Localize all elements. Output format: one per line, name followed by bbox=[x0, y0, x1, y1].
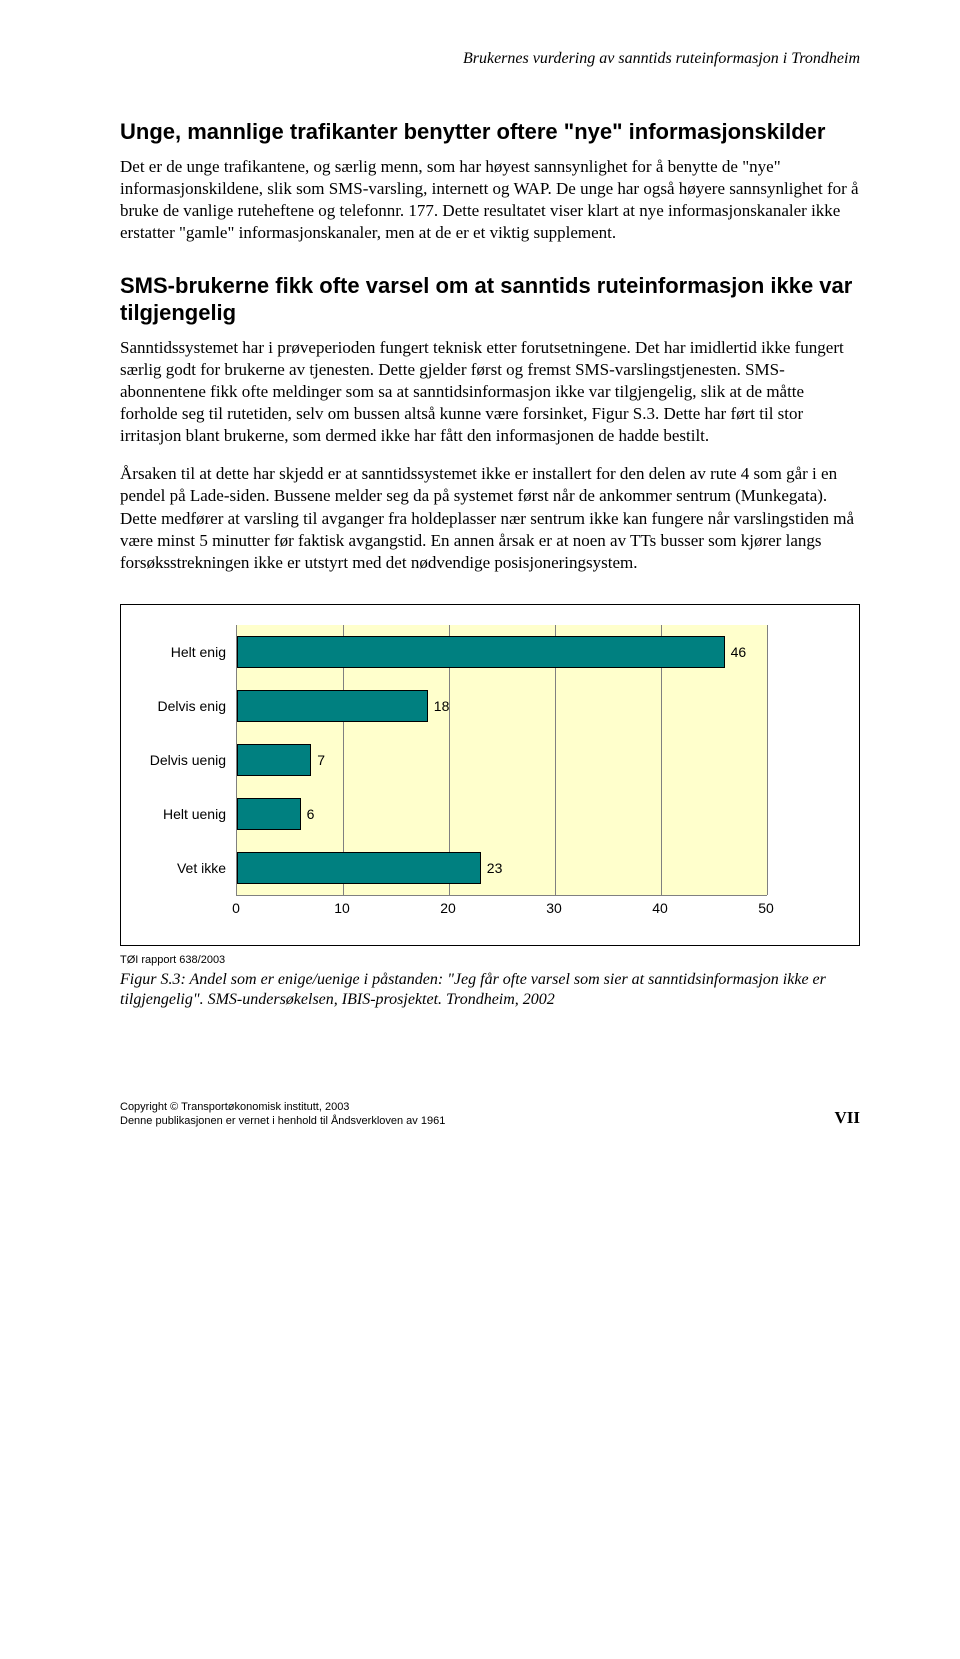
footer-left: Copyright © Transportøkonomisk institutt… bbox=[120, 1100, 445, 1129]
chart-bar-value: 18 bbox=[434, 698, 450, 714]
chart-category-label: Delvis enig bbox=[136, 698, 226, 714]
chart-x-tick: 20 bbox=[433, 900, 463, 916]
footer-page-number: VII bbox=[834, 1108, 860, 1128]
section1-paragraph: Det er de unge trafikantene, og særlig m… bbox=[120, 156, 860, 244]
chart-x-tick: 0 bbox=[221, 900, 251, 916]
section2-heading: SMS-brukerne fikk ofte varsel om at sann… bbox=[120, 272, 860, 327]
chart-x-tick: 30 bbox=[539, 900, 569, 916]
section2-paragraph1: Sanntidssystemet har i prøveperioden fun… bbox=[120, 337, 860, 447]
chart-category-label: Helt enig bbox=[136, 644, 226, 660]
chart-gridline bbox=[767, 625, 768, 895]
chart-x-tick: 10 bbox=[327, 900, 357, 916]
chart-category-label: Delvis uenig bbox=[136, 752, 226, 768]
chart-bar bbox=[237, 798, 301, 830]
chart-bar bbox=[237, 852, 481, 884]
chart-bar-value: 23 bbox=[487, 860, 503, 876]
chart-category-label: Helt uenig bbox=[136, 806, 226, 822]
running-header: Brukernes vurdering av sanntids ruteinfo… bbox=[120, 50, 860, 68]
chart-bar bbox=[237, 744, 311, 776]
chart-bar bbox=[237, 690, 428, 722]
chart-bar-value: 7 bbox=[317, 752, 325, 768]
chart-bar-value: 6 bbox=[307, 806, 315, 822]
chart-x-tick: 50 bbox=[751, 900, 781, 916]
chart-source: TØI rapport 638/2003 bbox=[120, 954, 860, 966]
page-container: Brukernes vurdering av sanntids ruteinfo… bbox=[0, 0, 960, 1168]
chart-bar-value: 46 bbox=[731, 644, 747, 660]
page-footer: Copyright © Transportøkonomisk institutt… bbox=[120, 1100, 860, 1129]
chart-x-tick: 40 bbox=[645, 900, 675, 916]
figure-caption: Figur S.3: Andel som er enige/uenige i p… bbox=[120, 970, 860, 1010]
chart-category-label: Vet ikke bbox=[136, 860, 226, 876]
chart-inner: 46187623 01020304050Helt enigDelvis enig… bbox=[236, 625, 829, 925]
footer-copyright: Copyright © Transportøkonomisk institutt… bbox=[120, 1101, 349, 1113]
chart-container: 46 18 7 6 23 0 10 20 30 40 50 Helt enig Delvis enig… bbox=[120, 604, 860, 946]
chart-bar bbox=[237, 636, 725, 668]
section2-paragraph2: Årsaken til at dette har skjedd er at sa… bbox=[120, 463, 860, 573]
section1-heading: Unge, mannlige trafikanter benytter ofte… bbox=[120, 118, 860, 146]
chart-plot-area: 46 18 7 6 23 bbox=[236, 625, 767, 896]
footer-disclaimer: Denne publikasjonen er vernet i henhold … bbox=[120, 1115, 445, 1127]
